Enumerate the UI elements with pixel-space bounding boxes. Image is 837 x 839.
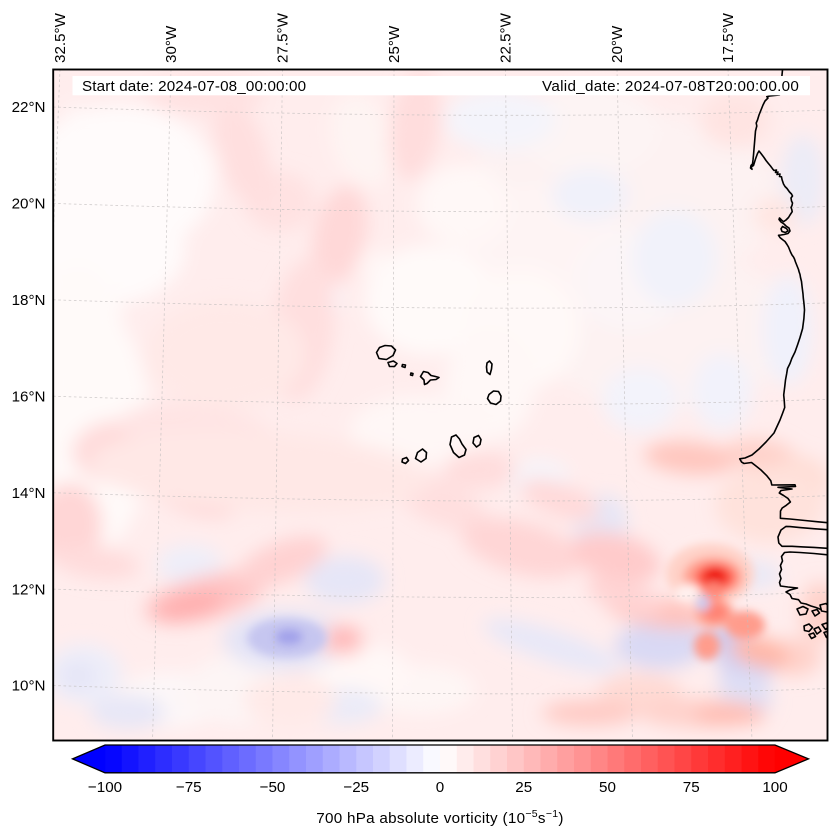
svg-text:75: 75 xyxy=(683,779,700,796)
svg-text:−75: −75 xyxy=(176,779,202,796)
svg-text:700 hPa absolute vorticity (10: 700 hPa absolute vorticity (10−5s−1) xyxy=(316,808,564,827)
svg-text:20°W: 20°W xyxy=(609,25,626,63)
svg-text:25: 25 xyxy=(515,779,532,796)
svg-text:−50: −50 xyxy=(260,779,286,796)
svg-text:50: 50 xyxy=(599,779,616,796)
svg-text:0: 0 xyxy=(436,779,444,796)
svg-text:10°N: 10°N xyxy=(12,678,46,695)
svg-text:30°W: 30°W xyxy=(163,25,180,63)
svg-text:18°N: 18°N xyxy=(12,292,46,309)
svg-text:100: 100 xyxy=(762,779,787,796)
svg-text:17.5°W: 17.5°W xyxy=(720,12,737,63)
svg-text:22°N: 22°N xyxy=(12,99,46,116)
svg-text:16°N: 16°N xyxy=(12,388,46,405)
svg-text:−25: −25 xyxy=(343,779,369,796)
svg-text:12°N: 12°N xyxy=(12,581,46,598)
svg-text:27.5°W: 27.5°W xyxy=(275,12,292,63)
svg-text:25°W: 25°W xyxy=(386,25,403,63)
svg-text:−100: −100 xyxy=(88,779,122,796)
svg-text:22.5°W: 22.5°W xyxy=(498,12,515,63)
svg-text:Valid_date: 2024-07-08T20:00:0: Valid_date: 2024-07-08T20:00:00.00 xyxy=(542,78,799,95)
svg-text:14°N: 14°N xyxy=(12,485,46,502)
svg-text:Start date: 2024-07-08_00:00:0: Start date: 2024-07-08_00:00:00 xyxy=(82,78,306,95)
svg-text:32.5°W: 32.5°W xyxy=(52,12,69,63)
svg-text:20°N: 20°N xyxy=(12,196,46,213)
